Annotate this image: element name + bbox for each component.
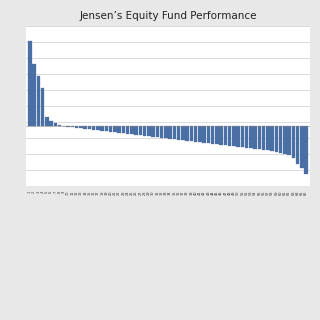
Bar — [122, 126, 125, 133]
Bar — [279, 126, 283, 153]
Bar — [300, 126, 304, 168]
Bar — [253, 126, 257, 148]
Bar — [249, 126, 253, 148]
Bar — [245, 126, 248, 148]
Bar — [224, 126, 227, 145]
Bar — [79, 126, 83, 128]
Bar — [83, 126, 87, 129]
Bar — [219, 126, 223, 145]
Bar — [258, 126, 261, 149]
Bar — [215, 126, 219, 144]
Bar — [151, 126, 155, 137]
Bar — [287, 126, 291, 155]
Bar — [96, 126, 100, 130]
Bar — [109, 126, 112, 132]
Bar — [283, 126, 287, 154]
Bar — [100, 126, 104, 131]
Bar — [88, 126, 91, 129]
Bar — [113, 126, 117, 132]
Bar — [241, 126, 244, 147]
Bar — [130, 126, 134, 134]
Bar — [126, 126, 129, 134]
Bar — [177, 126, 180, 140]
Bar — [202, 126, 206, 143]
Bar — [181, 126, 185, 140]
Bar — [70, 126, 74, 127]
Bar — [28, 41, 32, 126]
Bar — [36, 76, 40, 126]
Title: Jensen’s Equity Fund Performance: Jensen’s Equity Fund Performance — [79, 11, 257, 21]
Bar — [105, 126, 108, 131]
Bar — [41, 88, 44, 126]
Bar — [53, 123, 57, 126]
Bar — [139, 126, 142, 135]
Bar — [58, 124, 61, 126]
Bar — [147, 126, 151, 136]
Bar — [117, 126, 121, 132]
Bar — [266, 126, 270, 150]
Bar — [207, 126, 210, 143]
Bar — [49, 121, 53, 126]
Bar — [296, 126, 300, 164]
Bar — [211, 126, 214, 144]
Bar — [236, 126, 240, 147]
Bar — [156, 126, 159, 137]
Bar — [262, 126, 266, 150]
Bar — [75, 126, 78, 128]
Bar — [228, 126, 231, 146]
Bar — [198, 126, 202, 142]
Bar — [189, 126, 193, 141]
Bar — [92, 126, 95, 130]
Bar — [194, 126, 197, 141]
Bar — [32, 64, 36, 126]
Bar — [292, 126, 295, 158]
Bar — [185, 126, 189, 140]
Bar — [232, 126, 236, 146]
Bar — [66, 126, 70, 127]
Bar — [172, 126, 176, 139]
Bar — [134, 126, 138, 135]
Bar — [164, 126, 168, 138]
Bar — [45, 116, 49, 126]
Bar — [275, 126, 278, 152]
Bar — [160, 126, 164, 138]
Bar — [143, 126, 147, 136]
Bar — [270, 126, 274, 151]
Bar — [304, 126, 308, 173]
Bar — [168, 126, 172, 139]
